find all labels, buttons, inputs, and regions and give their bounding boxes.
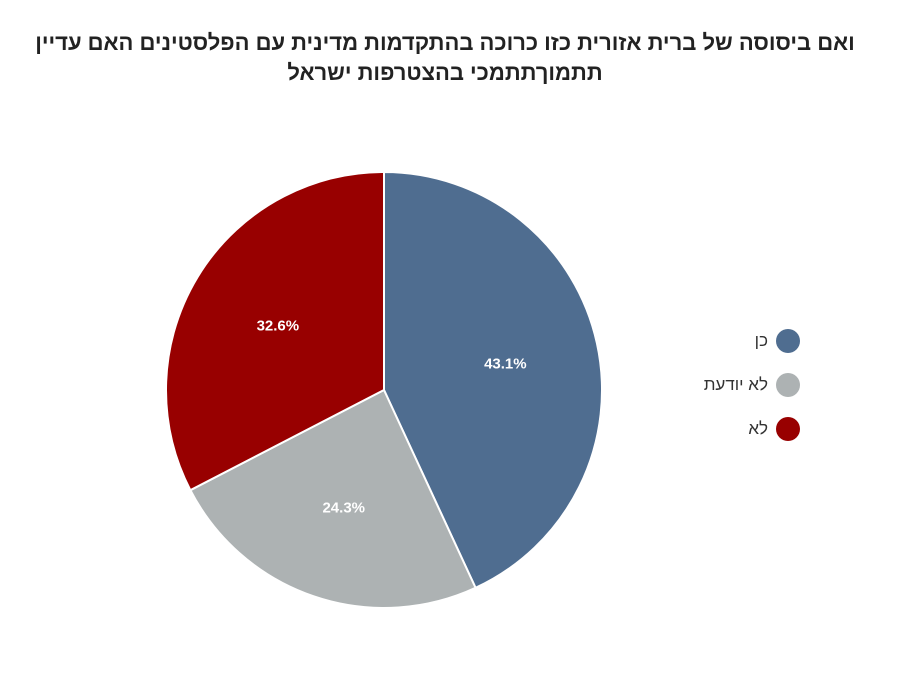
legend: כן לא יודעת לא bbox=[640, 329, 800, 462]
legend-label-yes: כן bbox=[754, 331, 768, 350]
legend-swatch-no bbox=[776, 417, 800, 441]
data-label-dont-know: 24.3% bbox=[322, 500, 365, 517]
data-label-yes: 43.1% bbox=[484, 355, 527, 372]
legend-label-no: לא bbox=[748, 419, 768, 438]
legend-swatch-dont-know bbox=[776, 373, 800, 397]
pie-slice-yes bbox=[383, 170, 603, 590]
pie-slices bbox=[165, 170, 603, 609]
pie-slice-dont-know bbox=[189, 388, 477, 609]
pie-labels: 43.1% 24.3% 32.6% bbox=[257, 317, 527, 516]
legend-item-no: לא bbox=[640, 417, 800, 441]
data-label-no: 32.6% bbox=[257, 317, 300, 334]
pie-slice-no bbox=[165, 170, 385, 492]
legend-item-yes: כן bbox=[640, 329, 800, 353]
chart-title: ואם ביסוסה של ברית אזורית כזו כרוכה בהתק… bbox=[35, 30, 855, 85]
legend-label-dont-know: לא יודעת bbox=[703, 375, 768, 394]
legend-item-dont-know: לא יודעת bbox=[640, 373, 800, 397]
legend-swatch-yes bbox=[776, 329, 800, 353]
